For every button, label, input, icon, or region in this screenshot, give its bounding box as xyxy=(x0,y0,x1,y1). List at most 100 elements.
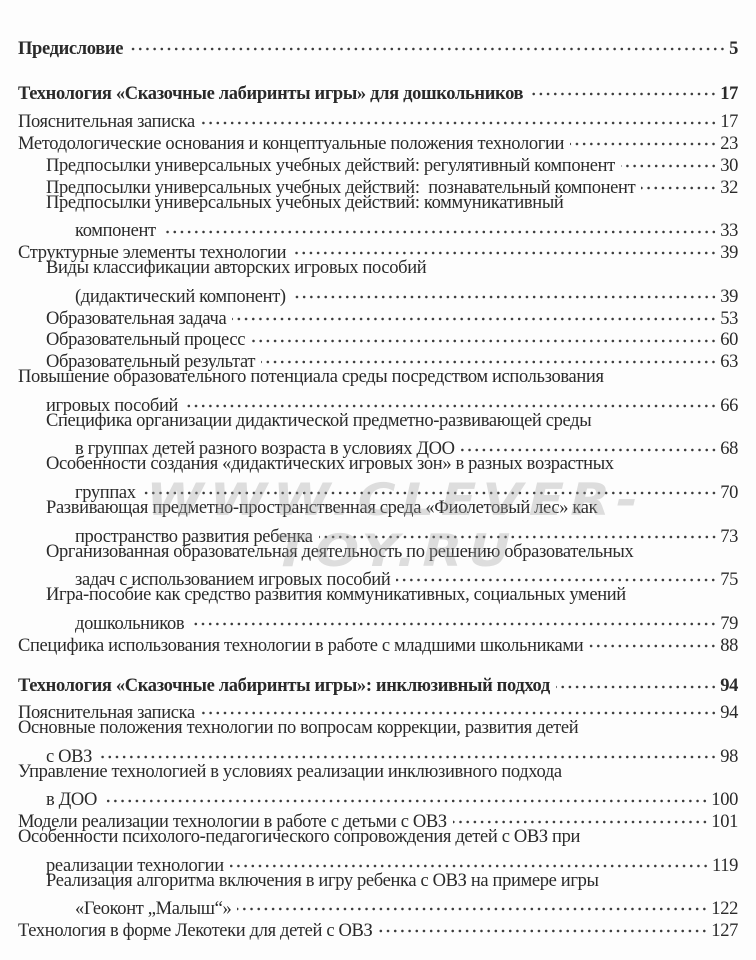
toc-entry: Повышение образовательного потенциала ср… xyxy=(18,367,738,416)
leader-dots xyxy=(318,519,718,542)
toc-line[interactable]: Предисловие 5 xyxy=(18,32,738,59)
toc-line[interactable]: в группах детей разного возраста в услов… xyxy=(18,432,738,459)
section-heading: Технология «Сказочные лабиринты игры» дл… xyxy=(18,76,738,104)
toc-line[interactable]: Организованная образовательная деятельно… xyxy=(18,542,738,564)
table-of-contents: Предисловие 5 Технология «Сказочные лабири… xyxy=(18,32,738,941)
entry-title: Специфика организации дидактической пред… xyxy=(46,410,592,431)
leader-dots xyxy=(555,669,718,692)
leader-dots xyxy=(620,149,718,171)
page-number: 23 xyxy=(720,134,738,155)
toc-line[interactable]: Основные положения технологии по вопроса… xyxy=(18,718,738,740)
toc-line[interactable]: Предпосылки универсальных учебных действ… xyxy=(18,193,738,215)
leader-dots xyxy=(184,388,718,411)
toc-line[interactable]: Специфика использования технологии в раб… xyxy=(18,628,738,656)
entry-title: Образовательная задача xyxy=(46,308,227,329)
entry-title: Пояснительная записка xyxy=(18,112,195,133)
entry-title: дошкольников xyxy=(75,613,185,634)
leader-dots xyxy=(589,628,718,651)
toc-line[interactable]: Модели реализации технологии в работе с … xyxy=(18,805,738,832)
toc-line[interactable]: Пояснительная записка 17 xyxy=(18,105,738,132)
toc-line[interactable]: Предпосылки универсальных учебных действ… xyxy=(18,149,738,176)
toc-entry: Особенности психолого-педагогического со… xyxy=(18,827,738,876)
leader-dots xyxy=(291,279,718,302)
toc-line[interactable]: Управление технологией в условиях реализ… xyxy=(18,762,738,784)
leader-dots xyxy=(141,476,718,498)
toc-line[interactable]: в ДОО 100 xyxy=(18,783,738,810)
page-number: 88 xyxy=(720,635,738,656)
toc-line[interactable]: Образовательный процесс 60 xyxy=(18,323,738,350)
toc-line[interactable]: Повышение образовательного потенциала ср… xyxy=(18,367,738,389)
toc-line[interactable]: Реализация алгоритма включения в игру ре… xyxy=(18,871,738,893)
entry-title: Особенности психолого-педагогического со… xyxy=(18,827,581,848)
toc-line[interactable]: Технология «Сказочные лабиринты игры»: и… xyxy=(18,669,738,696)
toc-line[interactable]: реализации технологии 119 xyxy=(18,848,738,876)
toc-line[interactable]: Развивающая предметно-пространственная с… xyxy=(18,498,738,520)
toc-line[interactable]: дошкольников 79 xyxy=(18,606,738,634)
section-heading: Технология «Сказочные лабиринты игры»: и… xyxy=(18,669,738,696)
toc-line[interactable]: Структурные элементы технологии 39 xyxy=(18,236,738,263)
leader-dots xyxy=(190,606,718,629)
toc-entry: Игра-пособие как средство развития комму… xyxy=(18,585,738,634)
leader-dots xyxy=(529,76,718,99)
leader-dots xyxy=(237,892,709,915)
page-number: 94 xyxy=(720,703,738,724)
leader-dots xyxy=(200,105,718,128)
entry-title: Повышение образовательного потенциала ср… xyxy=(18,367,604,388)
toc-line[interactable]: группах 70 xyxy=(18,476,738,503)
page-number: 127 xyxy=(711,921,738,942)
toc-line[interactable]: пространство развития ребенка 73 xyxy=(18,519,738,547)
page-number: 17 xyxy=(720,112,738,133)
page-number: 5 xyxy=(729,38,738,59)
leader-dots xyxy=(452,805,709,828)
page-number: 32 xyxy=(720,177,738,198)
page-number: 70 xyxy=(720,482,738,503)
page-number: 39 xyxy=(720,243,738,264)
toc-line[interactable]: с ОВЗ 98 xyxy=(18,739,738,767)
toc-entry: Специфика организации дидактической пред… xyxy=(18,411,738,460)
toc-entry: Виды классификации авторских игровых пос… xyxy=(18,258,738,307)
toc-line[interactable]: Особенности психолого-педагогического со… xyxy=(18,827,738,849)
toc-line[interactable]: Особенности создания «дидактических игро… xyxy=(18,454,738,476)
leader-dots xyxy=(102,783,709,806)
entry-title: игровых пособий xyxy=(46,395,179,416)
toc-line[interactable]: игровых пособий 66 xyxy=(18,388,738,416)
toc-entry: Специфика использования технологии в раб… xyxy=(18,628,738,656)
entry-title: Предпосылки универсальных учебных действ… xyxy=(46,192,564,213)
toc-line[interactable]: Пояснительная записка 94 xyxy=(18,696,738,723)
toc-line[interactable]: Виды классификации авторских игровых пос… xyxy=(18,258,738,280)
toc-line[interactable]: задач с использованием игровых пособий 75 xyxy=(18,563,738,590)
toc-entry: Структурные элементы технологии 39 xyxy=(18,236,738,263)
toc-line[interactable]: компонент 33 xyxy=(18,214,738,241)
toc-line[interactable]: «Геоконт „Малыш“» 122 xyxy=(18,892,738,919)
entry-title: Основные положения технологии по вопроса… xyxy=(18,718,579,739)
toc-line[interactable]: Предпосылки универсальных учебных действ… xyxy=(18,170,738,198)
page-number: 17 xyxy=(720,83,738,104)
entry-title: реализации технологии xyxy=(46,855,224,876)
toc-line[interactable]: (дидактический компонент) 39 xyxy=(18,279,738,307)
leader-dots xyxy=(570,127,718,150)
toc-line[interactable]: Образовательная задача 53 xyxy=(18,301,738,329)
entry-title: Методологические основания и концептуаль… xyxy=(18,134,565,155)
page-number: 53 xyxy=(720,308,738,329)
leader-dots xyxy=(200,696,718,719)
leader-dots xyxy=(396,563,718,586)
toc-line[interactable]: Специфика организации дидактической пред… xyxy=(18,411,738,433)
toc-line[interactable]: Технология «Сказочные лабиринты игры» дл… xyxy=(18,76,738,104)
toc-line[interactable]: Методологические основания и концептуаль… xyxy=(18,127,738,154)
page-number: 73 xyxy=(720,526,738,547)
toc-entry: Образовательная задача 53 xyxy=(18,301,738,329)
entry-title: с ОВЗ xyxy=(46,746,93,767)
toc-line[interactable]: Образовательный результат 63 xyxy=(18,345,738,372)
toc-entry: Основные положения технологии по вопроса… xyxy=(18,718,738,767)
toc-line[interactable]: Игра-пособие как средство развития комму… xyxy=(18,585,738,607)
toc-line[interactable]: Технология в форме Лекотеки для детей с … xyxy=(18,914,738,941)
entry-title: Модели реализации технологии в работе с … xyxy=(18,812,447,833)
entry-title: Технология в форме Лекотеки для детей с … xyxy=(18,921,373,942)
page-number: 94 xyxy=(720,676,738,697)
entry-title: Развивающая предметно-пространственная с… xyxy=(46,497,598,518)
page-number: 98 xyxy=(720,746,738,767)
entry-title: Организованная образовательная деятельно… xyxy=(46,541,634,562)
toc-entry: Предпосылки универсальных учебных действ… xyxy=(18,149,738,176)
entry-title: Игра-пособие как средство развития комму… xyxy=(46,585,626,606)
leader-dots xyxy=(229,848,709,871)
